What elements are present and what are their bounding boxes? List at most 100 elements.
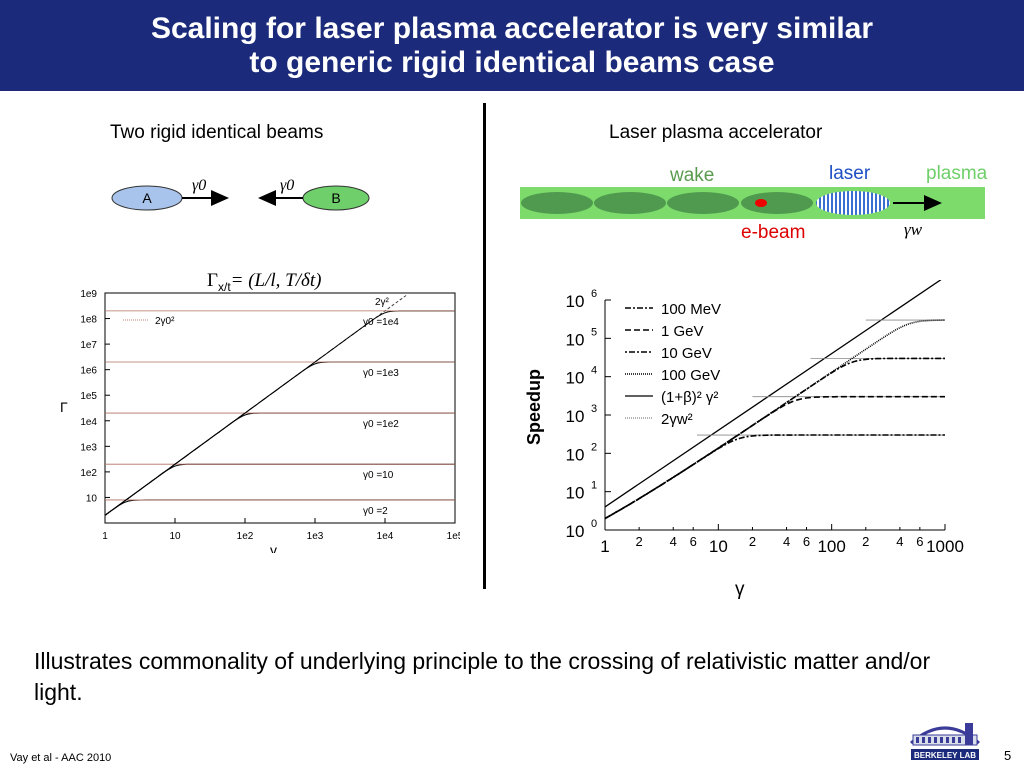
y-tick-label: 1e7 (80, 340, 97, 351)
series-label: γ0 =10 (363, 470, 394, 481)
x-tick-label: 1000 (926, 537, 964, 556)
plasma-label: plasma (926, 163, 988, 184)
x-tick-label: 1e4 (377, 531, 394, 542)
wake-bubble (667, 192, 739, 214)
formula-subscript: x/t (217, 279, 231, 294)
series-curve (604, 357, 945, 520)
series-label: γ0 =1e4 (363, 317, 399, 328)
caption: Illustrates commonality of underlying pr… (34, 648, 931, 705)
series-curve (604, 395, 945, 520)
y-tick-label: 10 (566, 369, 585, 388)
y-tick-exponent: 0 (591, 518, 597, 530)
x-tick-label: 10 (709, 537, 728, 556)
legend-label: 1 GeV (661, 323, 704, 340)
ebeam-dot (755, 199, 767, 207)
x-tick-label: 1e3 (307, 531, 324, 542)
slide-title-line-2: to generic rigid identical beams case (249, 45, 775, 79)
page-number: 5 (1004, 748, 1012, 763)
beams-diagram: A γ0 B γ0 (111, 177, 370, 211)
x-tick-label: 1e2 (237, 531, 254, 542)
legend-label: 2γw² (661, 411, 693, 428)
formula-rhs: = (L/l, T/δt) (230, 270, 322, 291)
y-tick-label: 10 (86, 493, 98, 504)
series-curve (104, 499, 455, 516)
right-heading: Laser plasma accelerator (609, 122, 823, 143)
series-label: γ0 =2 (363, 506, 388, 517)
y-tick-label: 10 (566, 292, 585, 311)
y-axis-label: Γ (60, 399, 68, 415)
x-tick-label: 1 (102, 531, 108, 542)
x-tick-label: 1e5 (447, 531, 460, 542)
x-tick-label: 100 (817, 537, 845, 556)
legend-label: 2γ0² (155, 316, 175, 327)
series-curve (604, 319, 945, 520)
x-tick-label: 6 (690, 534, 697, 549)
legend-label: 10 GeV (661, 345, 712, 362)
x-tick-label: 2 (862, 534, 869, 549)
x-tick-label: 2 (635, 534, 642, 549)
y-tick-exponent: 6 (591, 288, 597, 300)
y-tick-label: 1e2 (80, 468, 97, 479)
wake-label: wake (669, 165, 714, 186)
legend-label: 100 MeV (661, 301, 721, 318)
y-tick-label: 1e4 (80, 417, 97, 428)
x-tick-label: 2 (749, 534, 756, 549)
y-tick-exponent: 2 (591, 441, 597, 453)
wake-bubble (741, 192, 813, 214)
x-axis-label: γ (270, 542, 277, 553)
y-tick-exponent: 1 (591, 480, 597, 492)
x-tick-label: 6 (916, 534, 923, 549)
y-tick-label: 10 (566, 522, 585, 541)
berkeley-lab-logo: BERKELEY LAB (910, 723, 980, 760)
y-tick-label: 1e9 (80, 289, 97, 300)
legend-label: 100 GeV (661, 367, 720, 384)
scaling-formula: Γx/t= (L/l, T/δt) (207, 270, 321, 294)
y-tick-exponent: 4 (591, 365, 597, 377)
x-tick-label: 6 (803, 534, 810, 549)
plot-frame (104, 292, 456, 524)
y-tick-label: 10 (566, 407, 585, 426)
y-tick-label: 1e6 (80, 366, 97, 377)
series-curve (604, 434, 945, 520)
reference-line (604, 280, 942, 508)
x-tick-label: 1 (600, 537, 609, 556)
x-tick-label: 4 (670, 534, 677, 549)
x-tick-label: 4 (896, 534, 903, 549)
ebeam-label: e-beam (741, 222, 805, 243)
chart-rigid-beams: 1 10 1e2 1e3 1e4 1e5 10 1e2 1e3 1e4 1e5 1e6 1e7 1e8 1e… (60, 289, 460, 553)
y-axis-label: Speedup (524, 369, 544, 445)
slide-title-line-1: Scaling for laser plasma accelerator is … (150, 11, 874, 45)
laser-label: laser (829, 163, 871, 184)
left-heading: Two rigid identical beams (110, 122, 324, 143)
y-tick-label: 10 (566, 445, 585, 464)
wake-bubble (521, 192, 593, 214)
y-tick-label: 10 (566, 484, 585, 503)
footer-citation: Vay et al - AAC 2010 (10, 752, 112, 764)
y-tick-label: 1e8 (80, 315, 97, 326)
y-tick-label: 10 (566, 330, 585, 349)
x-tick-label: 10 (169, 531, 181, 542)
formula-gamma: Γ (207, 270, 218, 291)
beam-b-label: B (331, 190, 340, 206)
vertical-divider (483, 103, 486, 589)
gamma-a-label: γ0 (192, 177, 206, 194)
series-label: γ0 =1e2 (363, 419, 399, 430)
x-tick-label: 4 (783, 534, 790, 549)
series-label: γ0 =1e3 (363, 368, 399, 379)
asymptote-label: 2γ² (375, 297, 390, 308)
y-tick-label: 1e3 (80, 442, 97, 453)
y-tick-exponent: 3 (591, 403, 597, 415)
beam-a-label: A (142, 190, 152, 206)
gamma-w-label: γw (904, 220, 923, 239)
legend-label: (1+β)² γ² (661, 389, 718, 406)
series-curve (104, 361, 455, 516)
logo-text: BERKELEY LAB (914, 751, 976, 760)
y-tick-label: 1e5 (80, 391, 97, 402)
laser-pulse (816, 191, 890, 215)
title-bar: Scaling for laser plasma accelerator is … (0, 0, 1024, 91)
wake-bubble (594, 192, 666, 214)
lpa-diagram: wake laser plasma e-beam γw (520, 163, 988, 243)
gamma-b-label: γ0 (280, 177, 294, 194)
series-curve (104, 463, 455, 516)
